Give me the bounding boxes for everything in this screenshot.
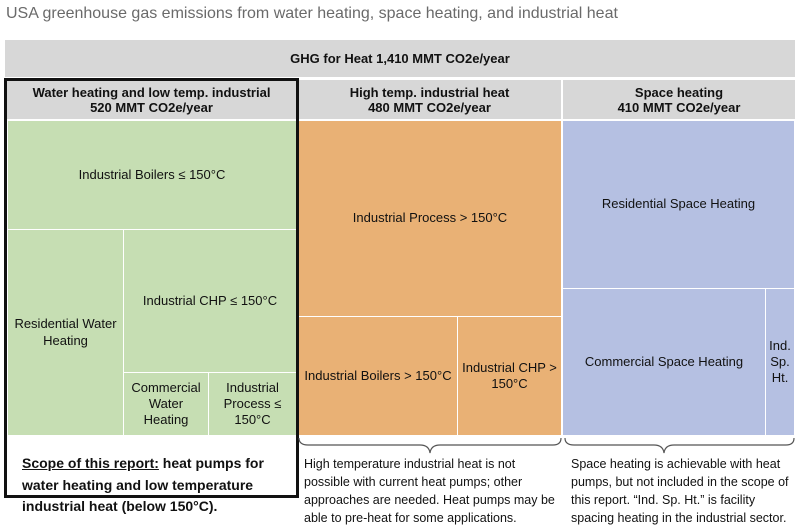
category-header-high-temp: High temp. industrial heat 480 MMT CO2e/… [298,80,561,119]
scope-label: Scope of this report: [22,455,159,471]
total-header: GHG for Heat 1,410 MMT CO2e/year [5,40,795,77]
brace-icons [298,437,795,454]
category-name: High temp. industrial heat [349,84,510,100]
scope-text: heat pumps for water heating and low tem… [22,455,264,515]
category-value: 480 MMT CO2e/year [368,99,491,115]
cell-industrial-boilers-high: Industrial Boilers > 150°C [298,316,458,436]
cell-industrial-chp-low: Industrial CHP ≤ 150°C [123,229,297,373]
scope-note: Scope of this report: heat pumps for wat… [22,453,290,518]
category-name: Space heating [634,84,724,100]
category-header-space: Space heating 410 MMT CO2e/year [563,80,795,119]
chart-title: USA greenhouse gas emissions from water … [6,5,618,22]
brace-space-icon [564,437,795,454]
cell-industrial-space-heating: Ind. Sp. Ht. [765,288,795,436]
cell-industrial-process-high: Industrial Process > 150°C [298,120,562,317]
cell-industrial-chp-high: Industrial CHP > 150°C [457,316,562,436]
scope-box [4,78,299,498]
category-value: 410 MMT CO2e/year [617,99,741,115]
category-header-water: Water heating and low temp. industrial 5… [6,80,297,119]
brace-high-temp-icon [298,437,562,454]
high-temp-note: High temperature industrial heat is not … [304,457,555,526]
cell-residential-water-heating: Residential Water Heating [7,229,124,436]
category-value: 520 MMT CO2e/year [90,99,213,115]
space-note: Space heating is achievable with heat pu… [571,457,789,526]
cell-residential-space-heating: Residential Space Heating [562,120,795,289]
cell-commercial-space-heating: Commercial Space Heating [562,288,766,436]
cell-commercial-water-heating: Commercial Water Heating [123,372,209,436]
category-name: Water heating and low temp. industrial [32,84,271,100]
